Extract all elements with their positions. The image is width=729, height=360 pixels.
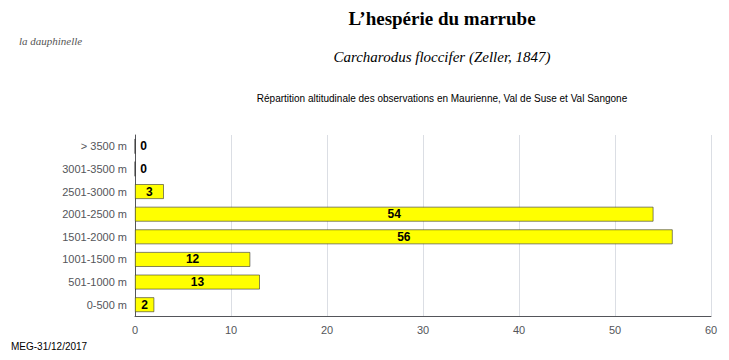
svg-text:501-1000 m: 501-1000 m (68, 276, 127, 288)
svg-text:40: 40 (513, 324, 525, 336)
svg-text:0: 0 (140, 139, 147, 153)
svg-text:> 3500 m: > 3500 m (81, 140, 127, 152)
svg-text:MEG-31/12/2017: MEG-31/12/2017 (11, 341, 88, 352)
svg-text:0: 0 (132, 324, 138, 336)
svg-text:56: 56 (397, 230, 411, 244)
svg-text:2501-3000 m: 2501-3000 m (62, 186, 127, 198)
svg-text:0-500 m: 0-500 m (87, 299, 127, 311)
svg-text:L’hespérie du marrube: L’hespérie du marrube (348, 8, 535, 29)
svg-text:2: 2 (141, 298, 148, 312)
svg-text:la dauphinelle: la dauphinelle (19, 35, 82, 47)
svg-text:3: 3 (146, 185, 153, 199)
svg-text:13: 13 (191, 275, 205, 289)
svg-text:12: 12 (186, 252, 200, 266)
svg-text:54: 54 (388, 207, 402, 221)
svg-text:2001-2500 m: 2001-2500 m (62, 208, 127, 220)
svg-text:10: 10 (225, 324, 237, 336)
svg-text:30: 30 (417, 324, 429, 336)
svg-text:1501-2000 m: 1501-2000 m (62, 231, 127, 243)
svg-text:0: 0 (140, 162, 147, 176)
svg-text:Répartition altitudinale des o: Répartition altitudinale des observation… (257, 93, 628, 104)
svg-text:1001-1500 m: 1001-1500 m (62, 253, 127, 265)
svg-text:Carcharodus floccifer (Zeller,: Carcharodus floccifer (Zeller, 1847) (333, 49, 550, 66)
svg-text:3001-3500 m: 3001-3500 m (62, 163, 127, 175)
svg-text:20: 20 (321, 324, 333, 336)
svg-text:50: 50 (609, 324, 621, 336)
svg-text:60: 60 (705, 324, 717, 336)
